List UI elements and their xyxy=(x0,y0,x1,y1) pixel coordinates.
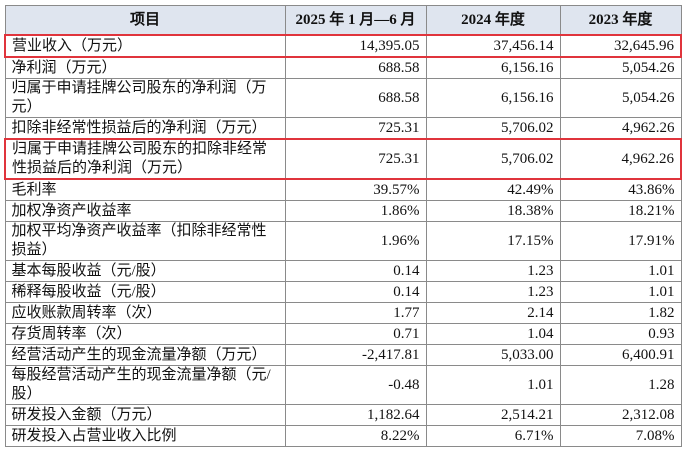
value-cell: 7.08% xyxy=(559,425,682,447)
table-row: 基本每股收益（元/股） 0.14 1.23 1.01 xyxy=(4,260,682,282)
table-row: 研发投入金额（万元） 1,182.64 2,514.21 2,312.08 xyxy=(4,404,682,426)
row-label: 基本每股收益（元/股） xyxy=(4,260,286,282)
value-cell: 1.96% xyxy=(284,221,427,261)
value-cell: 1.04 xyxy=(425,323,561,345)
row-label: 扣除非经常性损益后的净利润（万元） xyxy=(4,117,286,140)
table-row: 应收账款周转率（次） 1.77 2.14 1.82 xyxy=(4,302,682,324)
value-cell: 5,706.02 xyxy=(425,138,561,180)
value-cell: 18.38% xyxy=(425,200,561,222)
value-cell: 17.91% xyxy=(559,221,682,261)
row-label: 毛利率 xyxy=(4,178,286,201)
value-cell: 5,033.00 xyxy=(425,344,561,366)
value-cell: 1.77 xyxy=(284,302,427,324)
value-cell: 1.28 xyxy=(559,365,682,405)
value-cell: 6,400.91 xyxy=(559,344,682,366)
header-cell: 项目 xyxy=(4,5,286,36)
table-row: 扣除非经常性损益后的净利润（万元） 725.31 5,706.02 4,962.26 xyxy=(4,117,682,140)
value-cell: 725.31 xyxy=(284,138,427,180)
value-cell: 1.23 xyxy=(425,281,561,303)
row-label: 存货周转率（次） xyxy=(4,323,286,345)
table-row: 净利润（万元） 688.58 6,156.16 5,054.26 xyxy=(4,56,682,79)
table-header: 项目 2025 年 1 月—6 月 2024 年度 2023 年度 xyxy=(4,5,682,36)
row-label: 应收账款周转率（次） xyxy=(4,302,286,324)
value-cell: 5,706.02 xyxy=(425,117,561,140)
row-label: 加权净资产收益率 xyxy=(4,200,286,222)
row-label: 研发投入金额（万元） xyxy=(4,404,286,426)
table-row: 稀释每股收益（元/股） 0.14 1.23 1.01 xyxy=(4,281,682,303)
value-cell: 0.14 xyxy=(284,260,427,282)
table-row: 研发投入占营业收入比例 8.22% 6.71% 7.08% xyxy=(4,425,682,447)
header-cell: 2025 年 1 月—6 月 xyxy=(284,5,427,36)
header-row: 项目 2025 年 1 月—6 月 2024 年度 2023 年度 xyxy=(4,5,682,36)
table-row: 加权净资产收益率 1.86% 18.38% 18.21% xyxy=(4,200,682,222)
value-cell: 5,054.26 xyxy=(559,56,682,79)
value-cell: 17.15% xyxy=(425,221,561,261)
row-label: 经营活动产生的现金流量净额（万元） xyxy=(4,344,286,366)
value-cell: 2.14 xyxy=(425,302,561,324)
value-cell: 1.01 xyxy=(559,260,682,282)
value-cell: 6.71% xyxy=(425,425,561,447)
value-cell: -2,417.81 xyxy=(284,344,427,366)
header-cell: 2024 年度 xyxy=(425,5,561,36)
financial-table: 项目 2025 年 1 月—6 月 2024 年度 2023 年度 营业收入（万元） 1… xyxy=(4,5,682,447)
value-cell: 1.82 xyxy=(559,302,682,324)
header-cell: 2023 年度 xyxy=(559,5,682,36)
table-row: 归属于申请挂牌公司股东的净利润（万元） 688.58 6,156.16 5,054.2… xyxy=(4,78,682,118)
value-cell: 42.49% xyxy=(425,178,561,201)
value-cell: 0.93 xyxy=(559,323,682,345)
value-cell: 688.58 xyxy=(284,78,427,118)
value-cell: 6,156.16 xyxy=(425,56,561,79)
table-row: 加权平均净资产收益率（扣除非经常性损益） 1.96% 17.15% 17.91% xyxy=(4,221,682,261)
table-row: 营业收入（万元） 14,395.05 37,456.14 32,645.96 xyxy=(4,34,682,58)
row-label: 归属于申请挂牌公司股东的扣除非经常性损益后的净利润（万元） xyxy=(4,138,286,180)
value-cell: 8.22% xyxy=(284,425,427,447)
value-cell: 1.86% xyxy=(284,200,427,222)
row-label: 加权平均净资产收益率（扣除非经常性损益） xyxy=(4,221,286,261)
value-cell: 0.14 xyxy=(284,281,427,303)
value-cell: 2,514.21 xyxy=(425,404,561,426)
value-cell: 1.01 xyxy=(559,281,682,303)
value-cell: 18.21% xyxy=(559,200,682,222)
value-cell: 43.86% xyxy=(559,178,682,201)
value-cell: 725.31 xyxy=(284,117,427,140)
value-cell: 1.01 xyxy=(425,365,561,405)
value-cell: 6,156.16 xyxy=(425,78,561,118)
row-label: 营业收入（万元） xyxy=(4,34,286,58)
value-cell: 14,395.05 xyxy=(284,34,427,58)
row-label: 净利润（万元） xyxy=(4,56,286,79)
value-cell: 1,182.64 xyxy=(284,404,427,426)
value-cell: 4,962.26 xyxy=(559,117,682,140)
value-cell: 0.71 xyxy=(284,323,427,345)
table-row: 每股经营活动产生的现金流量净额（元/股） -0.48 1.01 1.28 xyxy=(4,365,682,405)
value-cell: 39.57% xyxy=(284,178,427,201)
row-label: 稀释每股收益（元/股） xyxy=(4,281,286,303)
value-cell: 5,054.26 xyxy=(559,78,682,118)
table-row: 经营活动产生的现金流量净额（万元） -2,417.81 5,033.00 6,400.… xyxy=(4,344,682,366)
value-cell: 4,962.26 xyxy=(559,138,682,180)
row-label: 研发投入占营业收入比例 xyxy=(4,425,286,447)
table-row: 存货周转率（次） 0.71 1.04 0.93 xyxy=(4,323,682,345)
value-cell: 1.23 xyxy=(425,260,561,282)
value-cell: -0.48 xyxy=(284,365,427,405)
value-cell: 32,645.96 xyxy=(559,34,682,58)
table-body: 营业收入（万元） 14,395.05 37,456.14 32,645.96 净利润（万… xyxy=(4,34,682,447)
row-label: 每股经营活动产生的现金流量净额（元/股） xyxy=(4,365,286,405)
table-row: 归属于申请挂牌公司股东的扣除非经常性损益后的净利润（万元） 725.31 5,706… xyxy=(4,138,682,180)
value-cell: 688.58 xyxy=(284,56,427,79)
value-cell: 37,456.14 xyxy=(425,34,561,58)
row-label: 归属于申请挂牌公司股东的净利润（万元） xyxy=(4,78,286,118)
value-cell: 2,312.08 xyxy=(559,404,682,426)
table-row: 毛利率 39.57% 42.49% 43.86% xyxy=(4,178,682,201)
